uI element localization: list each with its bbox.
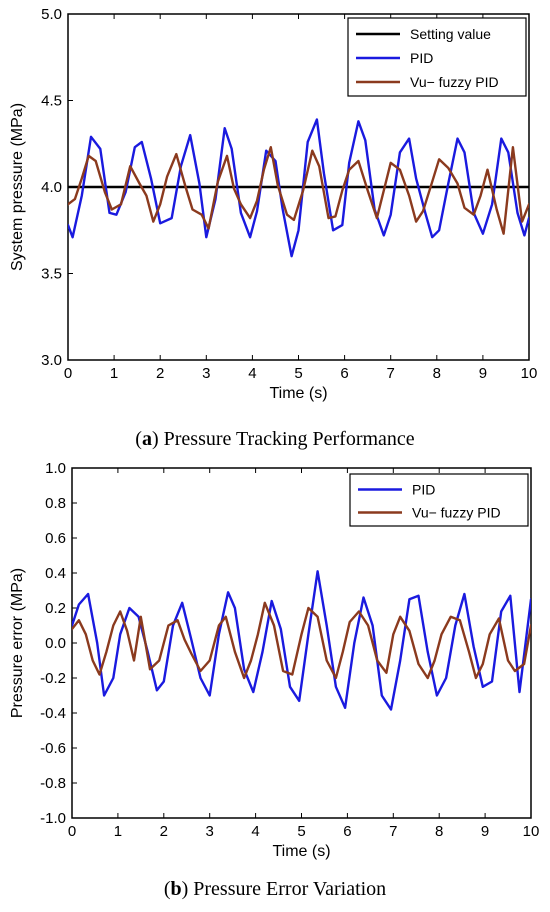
y-tick-label: 0.2 [45,600,66,617]
caption-prefix: ( [164,878,171,900]
x-axis-label: Time (s) [269,385,327,402]
y-axis-label: System pressure (MPa) [9,103,26,271]
x-tick-label: 3 [202,365,210,382]
y-tick-label: -0.6 [40,740,66,757]
y-tick-label: 4.0 [41,179,62,196]
y-tick-label: -0.8 [40,775,66,792]
y-tick-label: 0.6 [45,530,66,547]
y-tick-label: 3.0 [41,352,62,369]
x-tick-label: 5 [294,365,302,382]
y-tick-label: 4.5 [41,93,62,110]
y-tick-label: 3.5 [41,266,62,283]
x-tick-label: 6 [343,823,351,840]
legend-label: Setting value [410,26,491,42]
pressure-error-chart: 0 1 2 3 4 5 6 7 8 9 10 -1.0 -0.8 -0.6 -0.4 -0.2 0.0 0.2 0.… [9,460,539,900]
x-tick-label: 2 [156,365,164,382]
x-tick-label: 9 [479,365,487,382]
caption: (b) Pressure Error Variation [164,878,386,900]
x-tick-label: 1 [110,365,118,382]
pressure-tracking-chart: 0 1 2 3 4 5 6 7 8 9 10 3.0 3.5 4.0 4.5 5.0 Setting value… [9,6,537,450]
x-tick-label: 2 [160,823,168,840]
caption-letter: a [142,428,152,450]
series-line-0 [72,570,531,711]
y-tick-label: -0.4 [40,705,66,722]
x-tick-label: 0 [64,365,72,382]
x-axis-label: Time (s) [272,843,330,860]
x-tick-label: 5 [297,823,305,840]
legend-label: Vu− fuzzy PID [410,74,499,90]
caption-suffix: ) Pressure Tracking Performance [152,428,415,450]
x-tick-label: 4 [251,823,259,840]
x-tick-label: 1 [114,823,122,840]
x-tick-label: 8 [433,365,441,382]
x-tick-label: 7 [389,823,397,840]
y-tick-label: 0.0 [45,635,66,652]
y-axis-label: Pressure error (MPa) [9,568,26,718]
y-tick-label: -1.0 [40,810,66,827]
y-tick-label: 0.4 [45,565,66,582]
legend-box [349,473,529,527]
caption-prefix: ( [135,428,142,450]
x-tick-label: 6 [340,365,348,382]
series-line-2 [68,145,529,235]
x-tick-label: 10 [521,365,538,382]
y-tick-label: 1.0 [45,460,66,477]
x-tick-label: 8 [435,823,443,840]
x-tick-label: 7 [387,365,395,382]
x-tick-label: 3 [206,823,214,840]
legend-label: PID [412,482,435,498]
x-tick-label: 9 [481,823,489,840]
series-line-1 [72,601,531,680]
caption-suffix: ) Pressure Error Variation [182,878,387,900]
caption-letter: b [170,878,181,900]
caption: (a) Pressure Tracking Performance [135,428,415,450]
x-tick-label: 4 [248,365,256,382]
y-tick-label: 5.0 [41,6,62,23]
legend-label: Vu− fuzzy PID [412,505,501,521]
y-tick-label: 0.8 [45,495,66,512]
legend-label: PID [410,50,433,66]
x-tick-label: 10 [523,823,540,840]
x-tick-label: 0 [68,823,76,840]
y-tick-label: -0.2 [40,670,66,687]
